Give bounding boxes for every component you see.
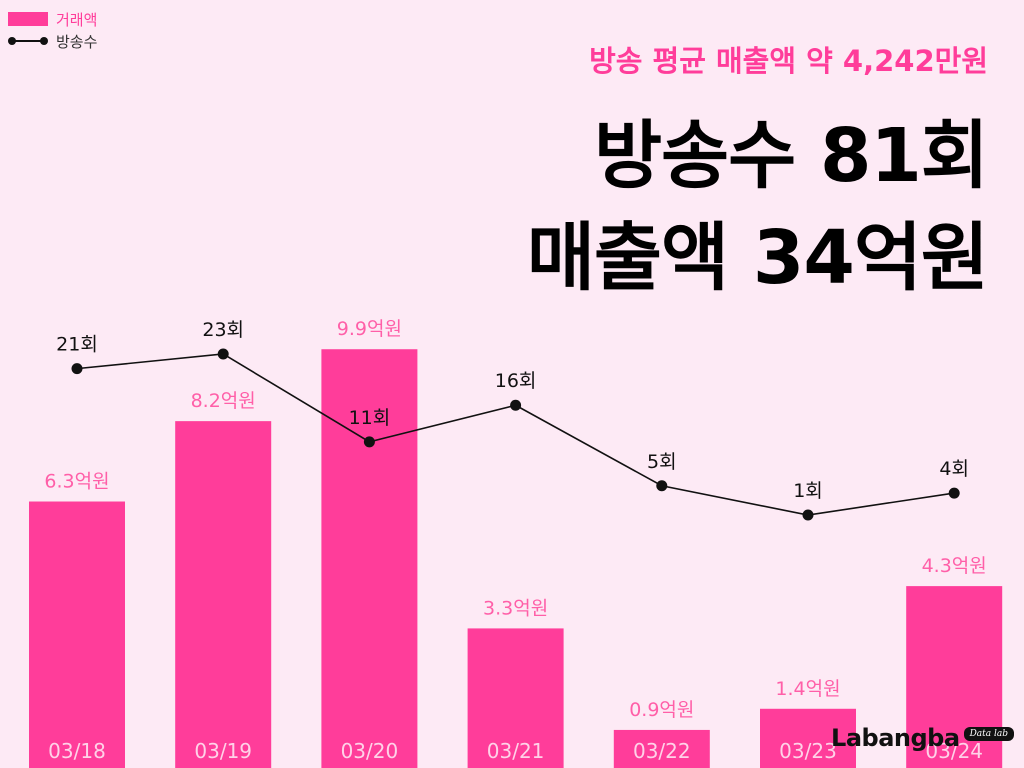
- line-value-label-2: 11회: [349, 407, 391, 429]
- category-label-0: 03/18: [48, 739, 106, 763]
- bar-value-label-5: 1.4억원: [775, 678, 840, 700]
- line-value-label-1: 23회: [202, 319, 244, 341]
- bar-4: [613, 729, 710, 768]
- legend: 거래액 방송수: [8, 8, 97, 52]
- bar-5: [760, 708, 856, 768]
- category-label-5: 03/23: [779, 739, 837, 763]
- bar-value-label-0: 6.3억원: [44, 471, 109, 493]
- bar-2: [321, 349, 418, 768]
- category-label-4: 03/22: [633, 739, 691, 763]
- bar-value-label-6: 4.3억원: [922, 555, 987, 577]
- category-label-6: 03/24: [925, 739, 983, 763]
- line-point-3: [510, 399, 522, 411]
- line-point-6: [948, 487, 960, 499]
- bar-value-label-1: 8.2억원: [191, 390, 256, 412]
- subtitle: 방송 평균 매출액 약 4,242만원: [589, 44, 988, 78]
- category-label-3: 03/21: [487, 739, 545, 763]
- category-label-1: 03/19: [194, 739, 252, 763]
- bar-1: [175, 421, 272, 768]
- legend-bar-label: 거래액: [56, 10, 98, 29]
- bar-value-label-3: 3.3억원: [483, 597, 548, 619]
- line-point-4: [656, 480, 668, 492]
- bar-3: [467, 628, 564, 768]
- bar-0: [29, 501, 125, 768]
- line-value-label-0: 21회: [56, 334, 98, 356]
- line-value-label-5: 1회: [793, 480, 823, 502]
- legend-item-bar: 거래액: [8, 8, 97, 30]
- logo-badge: Data lab: [963, 727, 1014, 741]
- line-point-1: [217, 348, 229, 360]
- legend-line-swatch: [8, 34, 48, 48]
- title-line-2: 매출액 34억원: [526, 215, 989, 301]
- legend-bar-swatch: [8, 12, 48, 26]
- title-line-1: 방송수 81회: [593, 113, 989, 199]
- logo-text: Labangba: [831, 724, 960, 752]
- line-point-0: [71, 363, 83, 375]
- line-point-5: [802, 509, 814, 521]
- legend-item-line: 방송수: [8, 30, 97, 52]
- line-point-2: [363, 436, 375, 448]
- line-value-label-3: 16회: [495, 370, 537, 392]
- category-label-2: 03/20: [341, 739, 399, 763]
- bar-value-label-4: 0.9억원: [629, 699, 694, 721]
- bar-value-label-2: 9.9억원: [337, 318, 402, 340]
- line-value-label-6: 4회: [939, 458, 969, 480]
- legend-line-label: 방송수: [56, 32, 98, 51]
- line-value-label-4: 5회: [647, 451, 677, 473]
- logo: Labangba Data lab: [831, 724, 1014, 752]
